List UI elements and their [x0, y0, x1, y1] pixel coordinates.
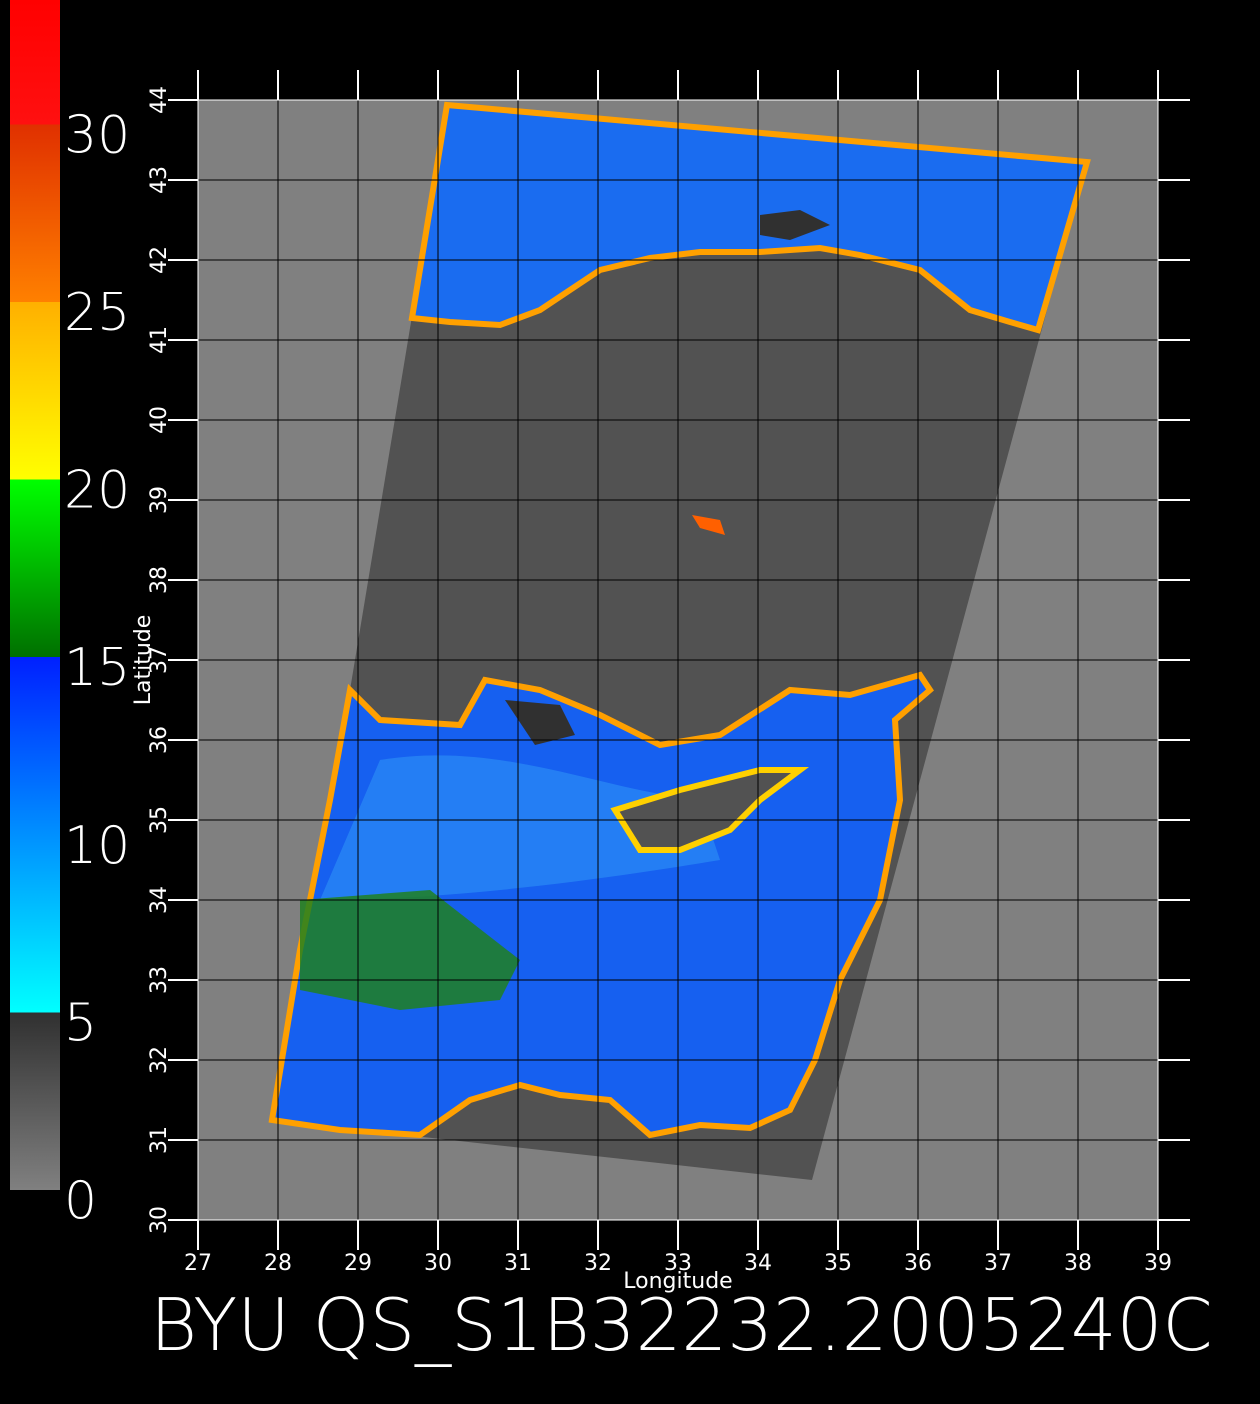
colorbar-tick-label: 5 — [64, 993, 97, 1053]
y-tick-label: 35 — [147, 806, 172, 834]
x-tick-label: 28 — [264, 1251, 292, 1276]
colorbar-tick-label: 15 — [64, 638, 130, 698]
light-wind-zone — [320, 755, 720, 900]
colorbar-tick-label: 0 — [64, 1171, 97, 1231]
x-tick-label: 27 — [184, 1251, 212, 1276]
patch — [692, 515, 725, 535]
grid — [168, 70, 1190, 1250]
x-tick-label: 32 — [584, 1251, 612, 1276]
x-tick-label: 39 — [1144, 1251, 1172, 1276]
x-tick-label: 38 — [1064, 1251, 1092, 1276]
x-tick-label: 35 — [824, 1251, 852, 1276]
x-tick-label: 33 — [664, 1251, 692, 1276]
y-tick-label: 33 — [147, 966, 172, 994]
colorbar-tick-label: 20 — [64, 461, 130, 521]
y-tick-label: 43 — [147, 166, 172, 194]
y-tick-label: 40 — [147, 406, 172, 434]
y-tick-label: 30 — [147, 1206, 172, 1234]
patch — [505, 700, 575, 745]
colorbar — [10, 0, 60, 1190]
y-tick-label: 42 — [147, 246, 172, 274]
y-tick-label: 34 — [147, 886, 172, 914]
x-tick-label: 29 — [344, 1251, 372, 1276]
colorbar-tick-label: 30 — [64, 105, 130, 165]
y-tick-label: 41 — [147, 326, 172, 354]
x-axis-label: Longitude — [623, 1269, 732, 1294]
x-tick-label: 30 — [424, 1251, 452, 1276]
y-tick-label: 44 — [147, 86, 172, 114]
y-tick-label: 36 — [147, 726, 172, 754]
y-tick-label: 31 — [147, 1126, 172, 1154]
x-tick-label: 34 — [744, 1251, 772, 1276]
patch — [760, 210, 830, 240]
y-tick-label: 39 — [147, 486, 172, 514]
cyprus — [610, 767, 809, 853]
y-axis-label: Latitude — [131, 615, 156, 706]
title: BYU QS_S1B32232.2005240C — [150, 1283, 1213, 1367]
y-tick-label: 32 — [147, 1046, 172, 1074]
plot-frame — [197, 99, 1159, 1221]
x-tick-label: 31 — [504, 1251, 532, 1276]
x-tick-label: 37 — [984, 1251, 1012, 1276]
y-tick-label: 37 — [147, 646, 172, 674]
colorbar-tick-label: 10 — [64, 816, 130, 876]
y-tick-label: 38 — [147, 566, 172, 594]
colorbar-tick-label: 25 — [64, 283, 130, 343]
x-tick-label: 36 — [904, 1251, 932, 1276]
